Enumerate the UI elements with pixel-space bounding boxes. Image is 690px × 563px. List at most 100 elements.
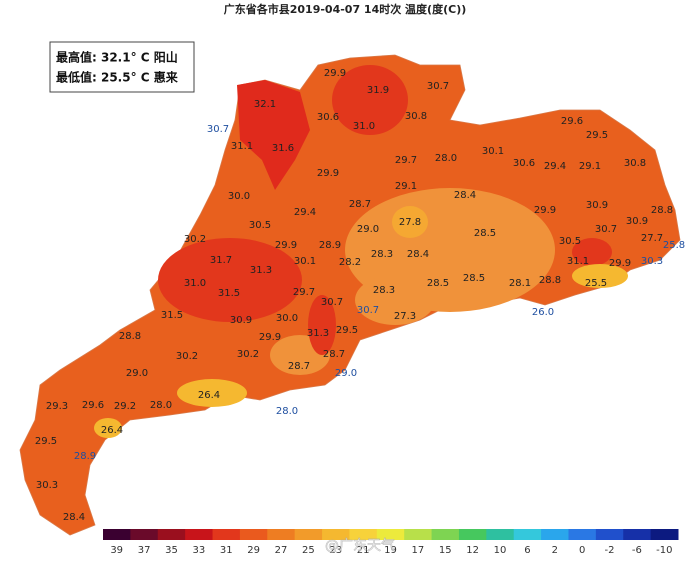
colorbar-label: 6 [524,545,530,556]
temperature-label: 30.2 [184,234,206,245]
temperature-label: 28.7 [349,199,371,210]
colorbar-swatch [513,529,542,540]
colorbar-swatch [185,529,214,540]
temperature-label: 28.0 [435,153,457,164]
colorbar-label: 10 [494,545,507,556]
temperature-label: 31.7 [210,255,232,266]
temperature-labels: 29.9 31.9 30.7 32.1 30.6 31.0 30.8 30.7 31.1 31.6… [35,68,685,523]
colorbar-swatch [349,529,378,540]
temperature-label: 30.1 [294,256,316,267]
temperature-label: 31.9 [367,85,389,96]
temperature-label: 30.8 [624,158,646,169]
colorbar-label: 39 [110,545,123,556]
temperature-label: 29.5 [336,325,358,336]
temperature-label: 29.9 [534,205,556,216]
temperature-label: 28.7 [288,361,310,372]
colorbar-swatch [431,529,460,540]
colorbar: 39 37 35 33 31 29 27 25 23 21 19 17 15 12 10 6 2 0 -2 -6 -10 [103,529,679,556]
temperature-label: 30.7 [427,81,449,92]
temperature-label: 31.5 [161,310,183,321]
colorbar-swatch [294,529,323,540]
temperature-label: 29.1 [579,161,601,172]
colorbar-label: -6 [632,545,642,556]
temperature-label: 30.9 [230,315,252,326]
temperature-label: 29.0 [126,368,148,379]
temperature-label: 29.5 [35,436,57,447]
colorbar-swatch [404,529,433,540]
temperature-label: 30.0 [228,191,250,202]
temperature-label: 32.1 [254,99,276,110]
temperature-label: 30.5 [249,220,271,231]
temperature-label: 31.1 [567,256,589,267]
temperature-label: 30.3 [36,480,58,491]
temperature-label: 31.6 [272,143,294,154]
region [237,80,310,190]
temperature-label: 31.5 [218,288,240,299]
info-max: 最高值: 32.1° C 阳山 [56,50,178,65]
region [392,206,428,238]
region [158,238,302,322]
temperature-label: 28.8 [119,331,141,342]
temperature-label: 28.4 [407,249,429,260]
colorbar-swatch [322,529,350,540]
temperature-label: 29.4 [294,207,316,218]
colorbar-swatch [595,529,624,540]
temperature-label: 29.9 [275,240,297,251]
temperature-label: 30.3 [641,256,663,267]
watermark: @广东天气 [325,538,395,554]
temperature-label: 28.4 [63,512,85,523]
temperature-label: 30.7 [357,305,379,316]
temperature-label: 31.3 [307,328,329,339]
temperature-label: 29.9 [317,168,339,179]
colorbar-label: 23 [329,545,342,556]
colorbar-label: 17 [412,545,425,556]
temperature-label: 28.9 [319,240,341,251]
region [177,379,247,407]
temperature-label: 31.0 [353,121,375,132]
temperature-label: 29.6 [82,400,104,411]
temperature-label: 30.7 [321,297,343,308]
temperature-label: 28.2 [339,257,361,268]
temperature-label: 28.4 [454,190,476,201]
temperature-label: 29.3 [46,401,68,412]
temperature-label: 28.3 [371,249,393,260]
region [572,238,612,266]
temperature-label: 27.3 [394,311,416,322]
temperature-label: 28.1 [509,278,531,289]
colorbar-swatch [486,529,515,540]
colorbar-label: 21 [357,545,370,556]
temperature-label: 29.7 [395,155,417,166]
temperature-label: 28.9 [74,451,96,462]
temperature-label: 29.1 [395,181,417,192]
temperature-label: 30.6 [317,112,339,123]
temperature-label: 29.9 [259,332,281,343]
temperature-label: 30.2 [237,349,259,360]
colorbar-label: 37 [138,545,151,556]
colorbar-swatch [568,529,597,540]
temperature-label: 27.7 [641,233,663,244]
temperature-label: 30.7 [595,224,617,235]
temperature-label: 26.4 [101,425,123,436]
colorbar-swatch [650,529,679,540]
temperature-label: 26.0 [532,307,554,318]
temperature-label: 28.8 [651,205,673,216]
colorbar-swatch [103,529,131,540]
temperature-label: 28.5 [427,278,449,289]
region [332,65,408,135]
temperature-label: 31.1 [231,141,253,152]
colorbar-label: 33 [192,545,205,556]
colorbar-label: 19 [384,545,397,556]
temperature-label: 30.6 [513,158,535,169]
colorbar-label: -2 [605,545,615,556]
colorbar-label: 0 [579,545,585,556]
colorbar-label: 25 [302,545,315,556]
temperature-label: 29.9 [609,258,631,269]
colorbar-swatch [130,529,159,540]
temperature-label: 29.2 [114,401,136,412]
temperature-label: 29.9 [324,68,346,79]
temperature-label: 30.9 [626,216,648,227]
temperature-label: 29.0 [335,368,357,379]
temperature-label: 25.5 [585,278,607,289]
colorbar-label: 12 [466,545,479,556]
